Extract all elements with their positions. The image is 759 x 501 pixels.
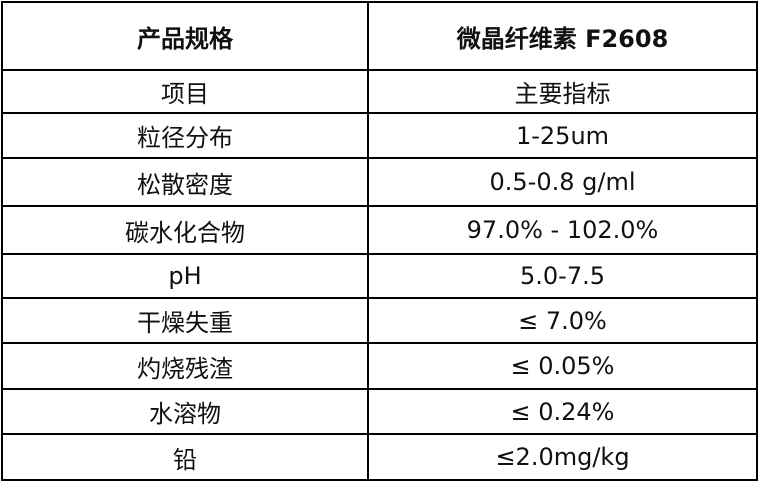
table-cell: 碳水化合物 (1, 205, 369, 255)
table-cell: 灼烧残渣 (1, 342, 369, 390)
table-cell: 铅 (1, 433, 369, 481)
table-row: 铅 ≤2.0mg/kg (1, 433, 758, 481)
header-cell: 产品规格 (1, 1, 369, 71)
table-cell: 97.0% - 102.0% (367, 205, 758, 255)
table-cell: 松散密度 (1, 157, 369, 207)
table-cell: 粒径分布 (1, 112, 369, 159)
table-row: 项目 主要指标 (1, 69, 758, 114)
table-cell: ≤ 0.05% (367, 342, 758, 390)
header-row: 产品规格 微晶纤维素 F2608 (1, 1, 758, 71)
table-row: 松散密度 0.5-0.8 g/ml (1, 157, 758, 207)
table-row: pH 5.0-7.5 (1, 253, 758, 299)
table-cell: 干燥失重 (1, 297, 369, 344)
table-cell: ≤ 0.24% (367, 388, 758, 435)
table-cell: 5.0-7.5 (367, 253, 758, 299)
table-cell: 项目 (1, 69, 369, 114)
table-cell: ≤ 7.0% (367, 297, 758, 344)
table-cell: 主要指标 (367, 69, 758, 114)
table-row: 碳水化合物 97.0% - 102.0% (1, 205, 758, 255)
table-cell: 水溶物 (1, 388, 369, 435)
spec-table: 产品规格 微晶纤维素 F2608 项目 主要指标 粒径分布 1-25um 松散密度 0.5-… (1, 1, 758, 481)
table-row: 水溶物 ≤ 0.24% (1, 388, 758, 435)
table-cell: 1-25um (367, 112, 758, 159)
table-row: 灼烧残渣 ≤ 0.05% (1, 342, 758, 390)
header-cell: 微晶纤维素 F2608 (367, 1, 758, 71)
table-cell: pH (1, 253, 369, 299)
table-row: 粒径分布 1-25um (1, 112, 758, 159)
table-cell: 0.5-0.8 g/ml (367, 157, 758, 207)
table-row: 干燥失重 ≤ 7.0% (1, 297, 758, 344)
table-cell: ≤2.0mg/kg (367, 433, 758, 481)
